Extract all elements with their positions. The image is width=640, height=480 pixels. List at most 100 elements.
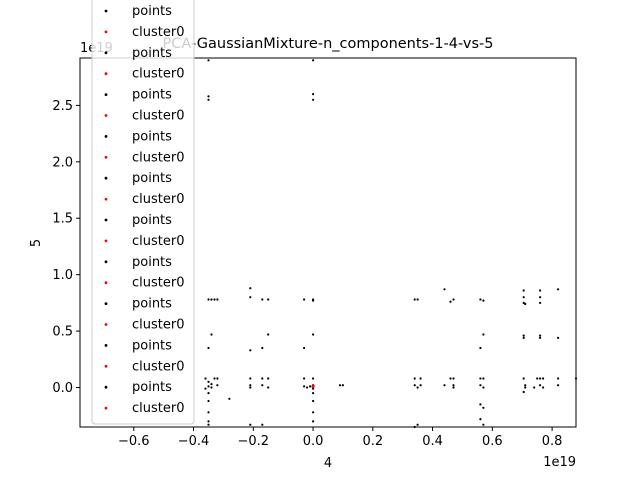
data-point-83 bbox=[479, 384, 482, 387]
data-point-109 bbox=[312, 420, 315, 423]
data-point-99 bbox=[207, 392, 210, 395]
data-point-20 bbox=[452, 298, 455, 301]
data-point-95 bbox=[542, 386, 545, 389]
data-point-52 bbox=[213, 377, 216, 380]
data-point-6 bbox=[249, 287, 252, 290]
data-point-106 bbox=[261, 423, 264, 426]
data-point-87 bbox=[524, 384, 527, 387]
legend-label: cluster0 bbox=[132, 109, 184, 124]
data-point-36 bbox=[267, 333, 270, 336]
data-point-96 bbox=[557, 377, 560, 380]
data-point-48 bbox=[210, 383, 213, 386]
data-point-74 bbox=[416, 386, 419, 389]
data-point-47 bbox=[207, 380, 210, 383]
data-point-11 bbox=[216, 298, 219, 301]
data-point-57 bbox=[249, 386, 252, 389]
data-point-91 bbox=[536, 377, 539, 380]
data-point-50 bbox=[210, 386, 213, 389]
legend-marker bbox=[104, 260, 108, 264]
data-point-44 bbox=[539, 336, 542, 339]
data-points bbox=[204, 59, 578, 429]
legend-label: cluster0 bbox=[132, 67, 184, 82]
legend-label: cluster0 bbox=[132, 234, 184, 249]
legend-label: points bbox=[132, 297, 172, 312]
data-point-37 bbox=[303, 346, 306, 350]
data-point-86 bbox=[522, 377, 525, 380]
legend-marker bbox=[104, 406, 108, 410]
data-point-4 bbox=[312, 93, 315, 96]
data-point-33 bbox=[207, 346, 210, 350]
legend-marker bbox=[104, 72, 108, 76]
data-point-13 bbox=[267, 298, 270, 301]
legend-marker bbox=[104, 364, 108, 368]
data-point-82 bbox=[479, 377, 482, 380]
data-point-90 bbox=[533, 386, 536, 389]
x-tick-label: 0.8 bbox=[542, 434, 563, 449]
data-point-93 bbox=[539, 384, 542, 387]
data-point-25 bbox=[522, 296, 525, 299]
data-point-17 bbox=[413, 298, 416, 301]
legend-marker bbox=[104, 239, 108, 243]
legend-label: cluster0 bbox=[132, 359, 184, 374]
chart-title: PCA-GaussianMixture-n_components-1-4-vs-… bbox=[163, 36, 494, 52]
data-point-112 bbox=[479, 403, 482, 406]
legend-label: points bbox=[132, 129, 172, 144]
data-point-68 bbox=[312, 387, 315, 390]
data-point-79 bbox=[452, 377, 455, 380]
data-point-56 bbox=[249, 384, 252, 387]
data-point-23 bbox=[482, 299, 485, 302]
data-point-89 bbox=[522, 390, 525, 394]
data-point-58 bbox=[261, 377, 264, 380]
data-point-41 bbox=[522, 334, 525, 337]
legend-label: points bbox=[132, 213, 172, 228]
legend-marker bbox=[104, 135, 108, 138]
x-tick-label: 0.2 bbox=[362, 434, 383, 449]
data-point-103 bbox=[207, 420, 210, 423]
data-point-104 bbox=[207, 423, 210, 426]
data-point-46 bbox=[204, 377, 207, 380]
data-point-7 bbox=[249, 296, 252, 299]
legend-marker bbox=[104, 323, 108, 326]
legend-label: points bbox=[132, 88, 172, 103]
x-axis-label: 4 bbox=[324, 456, 332, 471]
y-tick-label: 2.5 bbox=[52, 99, 73, 114]
data-point-34 bbox=[249, 349, 252, 352]
data-point-92 bbox=[539, 377, 542, 380]
data-point-16 bbox=[312, 299, 315, 302]
data-point-97 bbox=[557, 384, 560, 387]
legend-marker bbox=[104, 281, 108, 285]
data-point-53 bbox=[216, 384, 219, 387]
legend-marker bbox=[104, 218, 108, 222]
legend-label: cluster0 bbox=[132, 318, 184, 333]
legend-label: cluster0 bbox=[132, 150, 184, 165]
data-point-114 bbox=[479, 418, 482, 421]
legend-box bbox=[91, 0, 195, 425]
data-point-69 bbox=[312, 392, 315, 395]
data-point-61 bbox=[267, 386, 270, 389]
data-point-107 bbox=[312, 399, 315, 403]
data-point-27 bbox=[524, 302, 527, 306]
data-point-12 bbox=[261, 298, 264, 301]
x-tick-label: 0.4 bbox=[422, 434, 443, 449]
y-tick-label: 0.5 bbox=[52, 325, 73, 340]
data-point-73 bbox=[413, 384, 416, 387]
y-tick-label: 0.0 bbox=[52, 381, 73, 396]
data-point-108 bbox=[312, 411, 315, 414]
legend-marker bbox=[104, 51, 108, 55]
data-point-105 bbox=[249, 423, 252, 426]
data-point-62 bbox=[303, 377, 306, 380]
x-tick-label: −0.4 bbox=[178, 434, 210, 449]
legend-marker bbox=[104, 176, 108, 180]
data-point-19 bbox=[443, 288, 446, 291]
data-point-43 bbox=[539, 334, 542, 337]
legend-marker bbox=[104, 93, 108, 96]
data-point-66 bbox=[312, 377, 315, 380]
data-point-64 bbox=[306, 386, 309, 389]
y-axis-ticks: 0.0 0.5 1.0 1.5 2.0 2.5 bbox=[52, 99, 80, 396]
x-tick-label: 0.0 bbox=[303, 434, 324, 449]
legend-label: points bbox=[132, 338, 172, 353]
data-point-3 bbox=[312, 59, 315, 62]
data-point-32 bbox=[210, 333, 213, 336]
data-point-9 bbox=[210, 298, 213, 301]
legend-label: points bbox=[132, 255, 172, 270]
